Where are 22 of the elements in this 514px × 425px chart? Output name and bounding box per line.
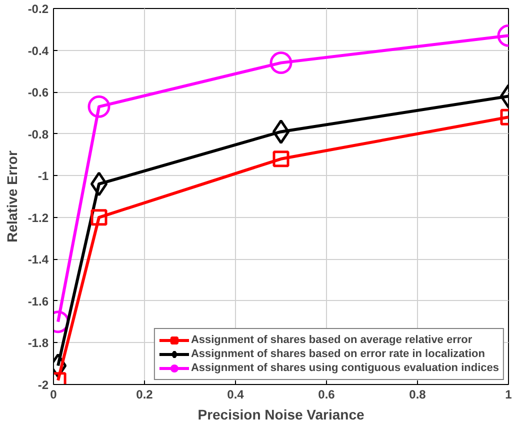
x-tick-label: 0.6: [318, 388, 336, 402]
y-tick-label: -1.6: [28, 294, 49, 308]
x-tick-label: 0: [50, 388, 58, 402]
y-tick-label: -0.8: [28, 127, 49, 142]
x-tick-label: 0.8: [409, 388, 426, 402]
x-tick-label: 0.4: [227, 388, 244, 402]
point: [272, 150, 290, 168]
y-tick-label: -1.8: [28, 336, 49, 350]
x-tick-label: 0.2: [136, 388, 154, 402]
x-tick-label: 1: [505, 388, 512, 402]
y-tick-label: -1: [38, 169, 49, 184]
y-axis-title: Relative Error: [4, 150, 20, 242]
legend-label: Assignment of shares based on error rate in localization: [190, 348, 485, 360]
y-tick-label: -0.4: [28, 44, 49, 58]
legend-label: Assignment of shares based on average relative error: [190, 334, 472, 346]
y-tick-label: -1.4: [28, 252, 49, 267]
x-axis-title: Precision Noise Variance: [198, 406, 364, 422]
y-tick-label: -0.2: [28, 2, 49, 16]
legend-label: Assignment of shares using contiguous evaluation indices: [190, 362, 499, 374]
y-tick-label: -1.2: [28, 210, 49, 225]
y-tick-label: -2: [38, 378, 49, 392]
y-tick-label: -0.6: [28, 86, 49, 100]
